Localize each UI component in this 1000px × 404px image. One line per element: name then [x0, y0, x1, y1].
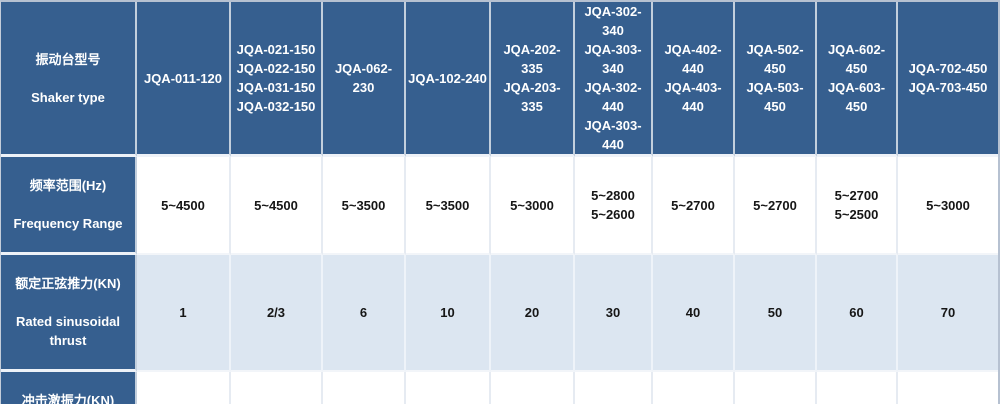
value-cell: 40/60* — [491, 372, 575, 404]
model-column-header: JQA-011-120 — [137, 2, 231, 157]
header-row: 振动台型号 Shaker type JQA-011-120 JQA-021-15… — [1, 2, 998, 157]
value-cell: 5~3000 — [491, 157, 575, 255]
value-cell: 50 — [735, 255, 817, 372]
value-cell: 60 — [817, 255, 898, 372]
model-column-header: JQA-602-450 JQA-603-450 — [817, 2, 898, 157]
value-cell: 5~3000 — [898, 157, 998, 255]
value-cell: 2 — [137, 372, 231, 404]
model-column-header: JQA-702-450 JQA-703-450 — [898, 2, 998, 157]
row-label-zh: 额定正弦推力(KN) — [15, 276, 121, 291]
model-column-header: JQA-502-450 JQA-503-450 — [735, 2, 817, 157]
value-cell: 6 — [323, 255, 406, 372]
model-column-header: JQA-062-230 — [323, 2, 406, 157]
value-cell: 70 — [898, 255, 998, 372]
row-header-frequency-range: 频率范围(Hz) Frequency Range — [1, 157, 137, 255]
model-column-header: JQA-202-335 JQA-203-335 — [491, 2, 575, 157]
row-header-shock-force: 冲击激振力(KN) Shock force — [1, 372, 137, 404]
model-column-header: JQA-102-240 — [406, 2, 491, 157]
value-cell: 140 — [898, 372, 998, 404]
value-cell: 5~2700 5~2500 — [817, 157, 898, 255]
row-label-en: Frequency Range — [13, 216, 123, 231]
value-cell: 30 — [575, 255, 653, 372]
value-cell: 100/150* — [735, 372, 817, 404]
model-column-header: JQA-302-340 JQA-303-340 JQA-302-440 JQA-… — [575, 2, 653, 157]
value-cell: 1 — [137, 255, 231, 372]
row-header-rated-thrust: 额定正弦推力(KN) Rated sinusoidal thrust — [1, 255, 137, 372]
model-column-header: JQA-021-150 JQA-022-150 JQA-031-150 JQA-… — [231, 2, 323, 157]
shock-force-row: 冲击激振力(KN) Shock force 2 4/6 12 20 40/60*… — [1, 372, 998, 404]
value-cell: 5~2700 — [735, 157, 817, 255]
value-cell: 60/90* — [575, 372, 653, 404]
value-cell: 80/120* — [653, 372, 735, 404]
value-cell: 40 — [653, 255, 735, 372]
row-label-zh: 频率范围(Hz) — [29, 178, 107, 193]
frequency-range-row: 频率范围(Hz) Frequency Range 5~4500 5~4500 5… — [1, 157, 998, 255]
value-cell: 4/6 — [231, 372, 323, 404]
row-label-zh: 冲击激振力(KN) — [21, 393, 115, 404]
value-cell: 5~4500 — [137, 157, 231, 255]
value-cell: 10 — [406, 255, 491, 372]
value-cell: 5~3500 — [323, 157, 406, 255]
rated-thrust-row: 额定正弦推力(KN) Rated sinusoidal thrust 1 2/3… — [1, 255, 998, 372]
value-cell: 5~4500 — [231, 157, 323, 255]
value-cell: 20 — [491, 255, 575, 372]
corner-label-zh: 振动台型号 — [35, 51, 101, 67]
row-label-en: Rated sinusoidal thrust — [15, 314, 121, 348]
value-cell: 20 — [406, 372, 491, 404]
value-cell: 5~2700 — [653, 157, 735, 255]
shaker-type-corner-cell: 振动台型号 Shaker type — [1, 2, 137, 157]
value-cell: 5~2800 5~2600 — [575, 157, 653, 255]
model-column-header: JQA-402-440 JQA-403-440 — [653, 2, 735, 157]
value-cell: 12 — [323, 372, 406, 404]
value-cell: 120/180* — [817, 372, 898, 404]
corner-label-en: Shaker type — [31, 89, 105, 105]
value-cell: 5~3500 — [406, 157, 491, 255]
value-cell: 2/3 — [231, 255, 323, 372]
